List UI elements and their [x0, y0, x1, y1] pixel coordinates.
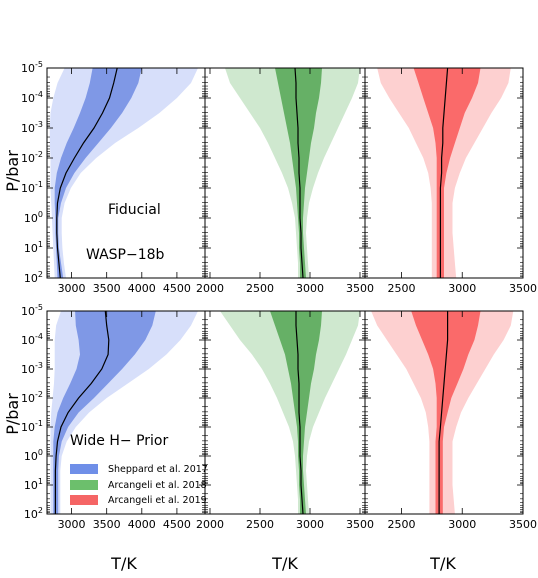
y-tick-label: 10-5	[21, 60, 43, 75]
legend-label-sheppard-2017: Sheppard et al. 2017	[108, 464, 208, 475]
median-profile-line	[54, 311, 110, 514]
inner-credible-band	[411, 311, 481, 514]
panel-r1-c2	[204, 67, 366, 279]
y-tick-label: 100	[24, 210, 43, 225]
inner-credible-band	[413, 68, 481, 278]
inner-credible-band	[53, 311, 156, 514]
x-tick-label: 3000	[58, 518, 86, 531]
y-tick-label: 10-4	[21, 90, 43, 105]
outer-credible-band	[225, 68, 360, 278]
median-profile-line	[439, 68, 449, 278]
x-tick-label: 3500	[509, 282, 537, 295]
y-axis-title-bottom: P/bar	[3, 393, 22, 435]
y-tick-label: 10-3	[21, 361, 43, 376]
x-axis-title-col3: T/K	[429, 554, 456, 573]
y-tick-label: 102	[24, 270, 43, 285]
outer-credible-band	[220, 311, 360, 514]
x-axis-title-col1: T/K	[110, 554, 137, 573]
panel-r1-c3	[364, 67, 524, 279]
x-tick-label: 2000	[196, 282, 224, 295]
x-tick-label: 2500	[246, 518, 274, 531]
legend-label-arcangeli-2018: Arcangeli et al. 2018	[108, 480, 207, 491]
x-tick-label: 3500	[93, 518, 121, 531]
y-tick-label: 10-4	[21, 332, 43, 347]
panels-layer	[46, 67, 524, 515]
y-tick-label: 10-2	[21, 150, 43, 165]
y-tick-label: 102	[24, 506, 43, 521]
x-tick-label: 3000	[448, 518, 476, 531]
median-profile-line	[56, 68, 118, 278]
legend-swatch-arcangeli-2019	[70, 495, 98, 505]
median-profile-line	[294, 68, 304, 278]
legend-swatch-arcangeli-2018	[70, 480, 98, 490]
tick-labels-layer: 3000 3500 4000 4500 10-5 10-4 10-3 10-2 10-1 100 1…	[21, 60, 537, 531]
y-axis-title-top: P/bar	[3, 150, 22, 192]
annotation-wide-prior: Wide H− Prior	[70, 433, 168, 449]
y-tick-label: 10-5	[21, 303, 43, 318]
y-tick-label: 10-1	[21, 419, 43, 434]
x-axis-title-col2: T/K	[271, 554, 298, 573]
median-profile-line	[295, 311, 304, 514]
y-tick-label: 10-3	[21, 120, 43, 135]
legend: Sheppard et al. 2017 Arcangeli et al. 20…	[70, 464, 208, 506]
panel-r2-c3	[364, 310, 524, 515]
x-tick-label: 3000	[296, 518, 324, 531]
x-tick-label: 2500	[246, 282, 274, 295]
x-tick-label: 3500	[346, 518, 374, 531]
x-tick-label: 4500	[163, 282, 191, 295]
legend-swatch-sheppard-2017	[70, 464, 98, 474]
x-tick-label: 3500	[509, 518, 537, 531]
panel-frame	[364, 310, 524, 515]
x-tick-label: 2500	[387, 282, 415, 295]
median-profile-line	[438, 311, 449, 514]
x-tick-label: 4000	[128, 518, 156, 531]
x-tick-label: 2500	[387, 518, 415, 531]
x-tick-label: 3500	[346, 282, 374, 295]
panel-frame	[364, 67, 524, 279]
y-tick-label: 10-2	[21, 390, 43, 405]
x-tick-label: 2000	[196, 518, 224, 531]
x-tick-label: 3000	[58, 282, 86, 295]
x-tick-label: 3500	[93, 282, 121, 295]
annotation-fiducial: Fiducial	[108, 202, 161, 218]
inner-credible-band	[270, 311, 322, 514]
x-tick-label: 3000	[448, 282, 476, 295]
panel-r1-c1	[46, 67, 206, 279]
panel-r2-c2	[204, 310, 366, 515]
x-tick-label: 4500	[163, 518, 191, 531]
y-tick-label: 101	[24, 240, 43, 255]
inner-credible-band	[54, 68, 142, 278]
y-tick-label: 10-1	[21, 180, 43, 195]
x-tick-label: 3000	[296, 282, 324, 295]
annotation-planet-name: WASP−18b	[86, 247, 165, 263]
x-tick-label: 4000	[128, 282, 156, 295]
y-tick-label: 101	[24, 477, 43, 492]
legend-label-arcangeli-2019: Arcangeli et al. 2019	[108, 495, 207, 506]
y-tick-label: 100	[24, 448, 43, 463]
